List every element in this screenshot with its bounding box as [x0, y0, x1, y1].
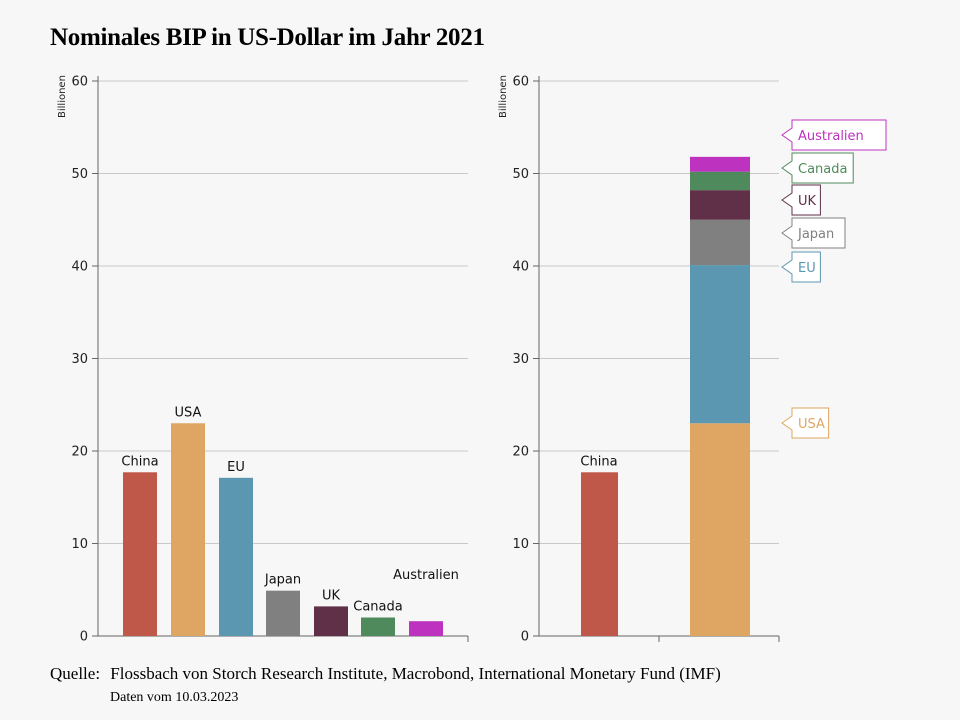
chart-title: Nominales BIP in US-Dollar im Jahr 2021	[50, 24, 485, 51]
left-ytick-label: 50	[71, 167, 88, 182]
left-ytick-label: 0	[80, 630, 88, 645]
callout-box-eu	[781, 251, 821, 283]
left-ytick-label: 20	[71, 445, 88, 460]
right-ytick-label: 40	[512, 260, 529, 275]
bar-label-usa: USA	[175, 405, 202, 420]
bar-china-right	[581, 472, 618, 636]
bar-label-china-right: China	[580, 454, 617, 469]
stack-segment-japan	[690, 219, 750, 266]
callout-label-usa: USA	[798, 417, 825, 432]
bar-uk	[314, 606, 348, 636]
callout-label-australien: Australien	[798, 129, 864, 144]
bar-china	[123, 472, 157, 636]
callout-box-uk	[781, 184, 821, 216]
right-ytick-label: 20	[512, 445, 529, 460]
callout-box-australien	[781, 119, 887, 151]
right-ylabel: Billionen	[498, 75, 509, 118]
callout-box-usa	[781, 407, 830, 439]
right-ytick-label: 30	[512, 352, 529, 367]
stack-segment-uk	[690, 190, 750, 220]
right-ytick-label: 10	[512, 537, 529, 552]
stack-segment-usa	[690, 423, 750, 636]
stack-segment-australien	[690, 156, 750, 172]
bar-label-china: China	[121, 454, 158, 469]
bar-japan	[266, 590, 300, 636]
callout-box-japan	[781, 217, 846, 249]
right-ytick-label: 0	[521, 630, 529, 645]
chart-footer: Quelle: Flossbach von Storch Research In…	[50, 664, 727, 706]
right-ytick-label: 50	[512, 167, 529, 182]
callout-box-canada	[781, 152, 854, 184]
bar-usa	[171, 423, 205, 636]
bar-australien	[409, 621, 443, 636]
bar-label-australien: Australien	[393, 568, 459, 583]
left-ytick-label: 40	[71, 260, 88, 275]
bar-eu	[219, 477, 253, 636]
bar-label-japan: Japan	[264, 573, 301, 588]
right-ytick-label: 60	[512, 75, 529, 90]
callout-label-eu: EU	[798, 261, 816, 276]
bar-canada	[361, 617, 395, 636]
left-ytick-label: 30	[71, 352, 88, 367]
source-line: Quelle: Flossbach von Storch Research In…	[50, 664, 727, 684]
left-ylabel: Billionen	[57, 75, 68, 118]
left-ytick-label: 10	[71, 537, 88, 552]
callout-label-japan: Japan	[797, 227, 834, 242]
left-ytick-label: 60	[71, 75, 88, 90]
source-label: Quelle:	[50, 664, 101, 683]
callout-label-canada: Canada	[798, 162, 847, 177]
date-text: Daten vom 10.03.2023	[110, 690, 239, 705]
callout-label-uk: UK	[798, 194, 817, 209]
bar-label-eu: EU	[227, 460, 245, 475]
source-text: Flossbach von Storch Research Institute,…	[110, 664, 721, 683]
bar-label-canada: Canada	[353, 600, 402, 615]
stack-segment-eu	[690, 265, 750, 424]
stack-segment-canada	[690, 171, 750, 191]
bar-label-uk: UK	[322, 588, 341, 603]
